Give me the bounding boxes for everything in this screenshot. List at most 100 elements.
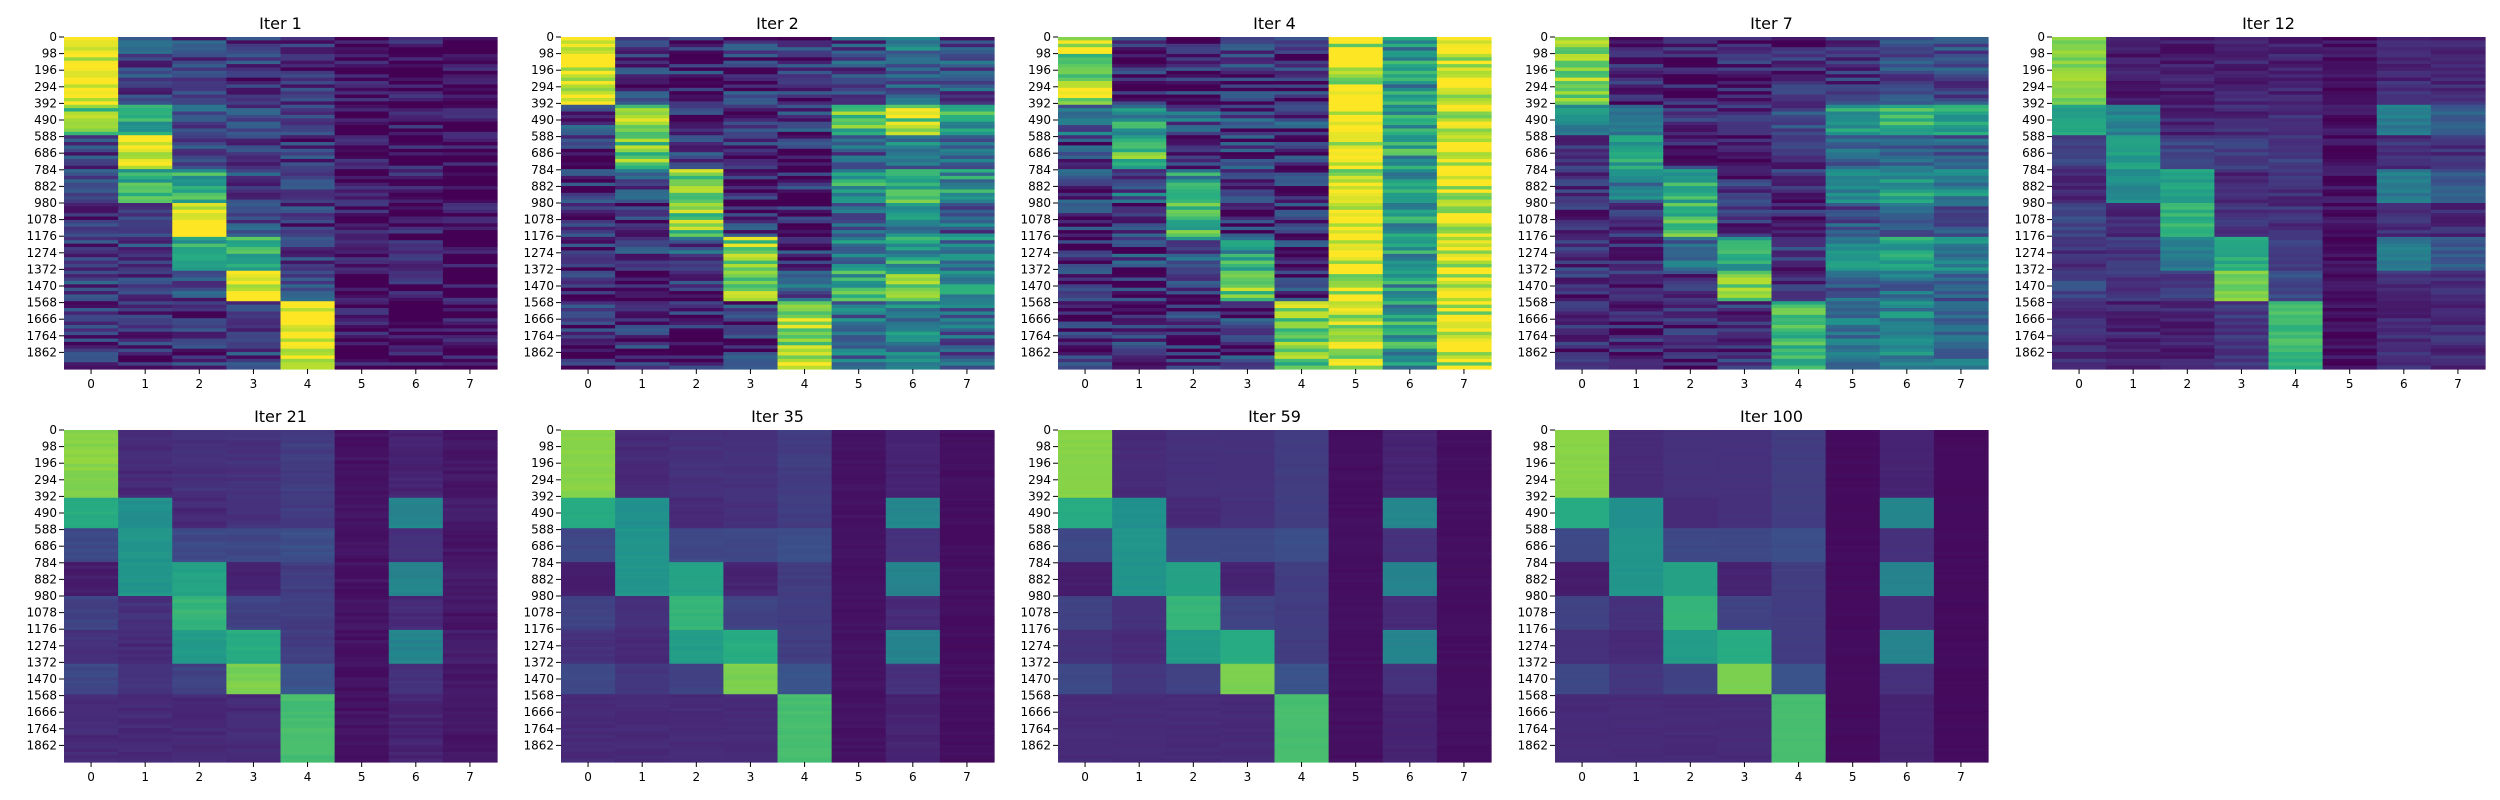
heatmap-cell: [1771, 233, 1827, 238]
heatmap-cell: [885, 301, 941, 306]
heatmap-cell: [280, 50, 336, 55]
heatmap-cell: [777, 270, 833, 275]
heatmap-cell: [2430, 355, 2486, 360]
heatmap-cell: [1166, 121, 1221, 126]
heatmap-cell: [723, 84, 779, 89]
heatmap-cell: [939, 324, 995, 329]
heatmap-cell: [831, 321, 887, 326]
heatmap-cell: [442, 53, 498, 58]
heatmap-cell: [64, 64, 119, 69]
heatmap-cell: [885, 223, 941, 228]
heatmap-cell: [615, 77, 670, 82]
heatmap-cell: [388, 643, 444, 648]
heatmap-cell: [64, 728, 119, 733]
heatmap-cell: [172, 341, 227, 346]
heatmap-cell: [1220, 362, 1276, 367]
heatmap-cell: [1879, 91, 1935, 96]
heatmap-cell: [1879, 338, 1935, 343]
heatmap-cell: [561, 223, 616, 228]
y-tick-label: 98: [1036, 47, 1051, 61]
heatmap-cell: [64, 270, 119, 275]
heatmap-cell: [1328, 125, 1384, 130]
heatmap-cell: [1555, 308, 1610, 313]
heatmap-cell: [2376, 341, 2432, 346]
heatmap-cell: [64, 226, 119, 231]
heatmap-cell: [1382, 186, 1438, 191]
heatmap-cell: [280, 531, 336, 536]
heatmap-cell: [1771, 175, 1827, 180]
heatmap-cell: [1112, 135, 1167, 140]
heatmap-cell: [1933, 328, 1989, 333]
heatmap-cell: [1555, 192, 1610, 197]
heatmap-cell: [1328, 74, 1384, 79]
heatmap-cell: [1663, 111, 1718, 116]
heatmap-cell: [280, 277, 336, 282]
heatmap-cell: [442, 501, 498, 506]
heatmap-cell: [1058, 308, 1113, 313]
heatmap-cell: [118, 182, 173, 187]
heatmap-cell: [64, 721, 119, 726]
heatmap-cell: [2052, 355, 2107, 360]
heatmap-cell: [2376, 138, 2432, 143]
heatmap-cell: [1933, 345, 1989, 350]
heatmap-cell: [388, 511, 444, 516]
heatmap-cell: [1717, 77, 1773, 82]
heatmap-cell: [172, 94, 227, 99]
heatmap-cell: [1166, 355, 1221, 360]
heatmap-cell: [831, 111, 887, 116]
heatmap-cell: [442, 453, 498, 458]
heatmap-cell: [831, 47, 887, 52]
heatmap-cell: [1220, 91, 1276, 96]
heatmap-cell: [334, 179, 390, 184]
heatmap-cell: [1166, 213, 1221, 218]
heatmap-cell: [1436, 101, 1492, 106]
heatmap-cell: [1933, 338, 1989, 343]
x-tick-label: 0: [1578, 377, 1586, 391]
heatmap-cell: [388, 37, 444, 41]
heatmap-cell: [64, 545, 119, 550]
heatmap-cell: [1274, 291, 1330, 296]
heatmap-cell: [561, 108, 616, 113]
heatmap-cell: [1555, 206, 1610, 211]
x-tick-label: 4: [2292, 377, 2300, 391]
heatmap-cell: [1436, 128, 1492, 133]
heatmap-cell: [1166, 240, 1221, 245]
heatmap-cell: [1555, 84, 1610, 89]
heatmap-cell: [2052, 135, 2107, 140]
heatmap-cell: [118, 240, 173, 245]
heatmap-cell: [1663, 345, 1718, 350]
heatmap-cell: [64, 755, 119, 760]
heatmap-cell: [1382, 287, 1438, 292]
heatmap-cell: [2268, 223, 2324, 228]
heatmap-cell: [280, 186, 336, 191]
heatmap-cell: [939, 352, 995, 357]
heatmap-cell: [2430, 287, 2486, 292]
heatmap-cell: [64, 94, 119, 99]
heatmap-cell: [1436, 158, 1492, 163]
heatmap-cell: [2268, 240, 2324, 245]
heatmap-cell: [118, 633, 173, 638]
heatmap-cell: [118, 53, 173, 58]
heatmap-cell: [831, 145, 887, 150]
heatmap-cell: [1771, 324, 1827, 329]
heatmap-cell: [939, 175, 995, 180]
heatmap-cell: [561, 67, 616, 72]
heatmap-cell: [172, 656, 227, 661]
heatmap-cell: [226, 138, 282, 143]
heatmap-cell: [2052, 318, 2107, 323]
heatmap-cell: [2160, 53, 2215, 58]
heatmap-cell: [334, 43, 390, 48]
y-tick-label: 1862: [2014, 345, 2045, 359]
heatmap-cell: [2430, 158, 2486, 163]
heatmap-cell: [885, 138, 941, 143]
heatmap-cell: [1771, 50, 1827, 55]
heatmap-cell: [226, 101, 282, 106]
heatmap-cell: [2160, 284, 2215, 289]
heatmap-cell: [2268, 131, 2324, 136]
heatmap-cell: [831, 192, 887, 197]
heatmap-cell: [885, 196, 941, 201]
heatmap-cell: [561, 84, 616, 89]
heatmap-cell: [615, 142, 670, 147]
heatmap-cell: [1274, 355, 1330, 360]
heatmap-cell: [172, 311, 227, 316]
